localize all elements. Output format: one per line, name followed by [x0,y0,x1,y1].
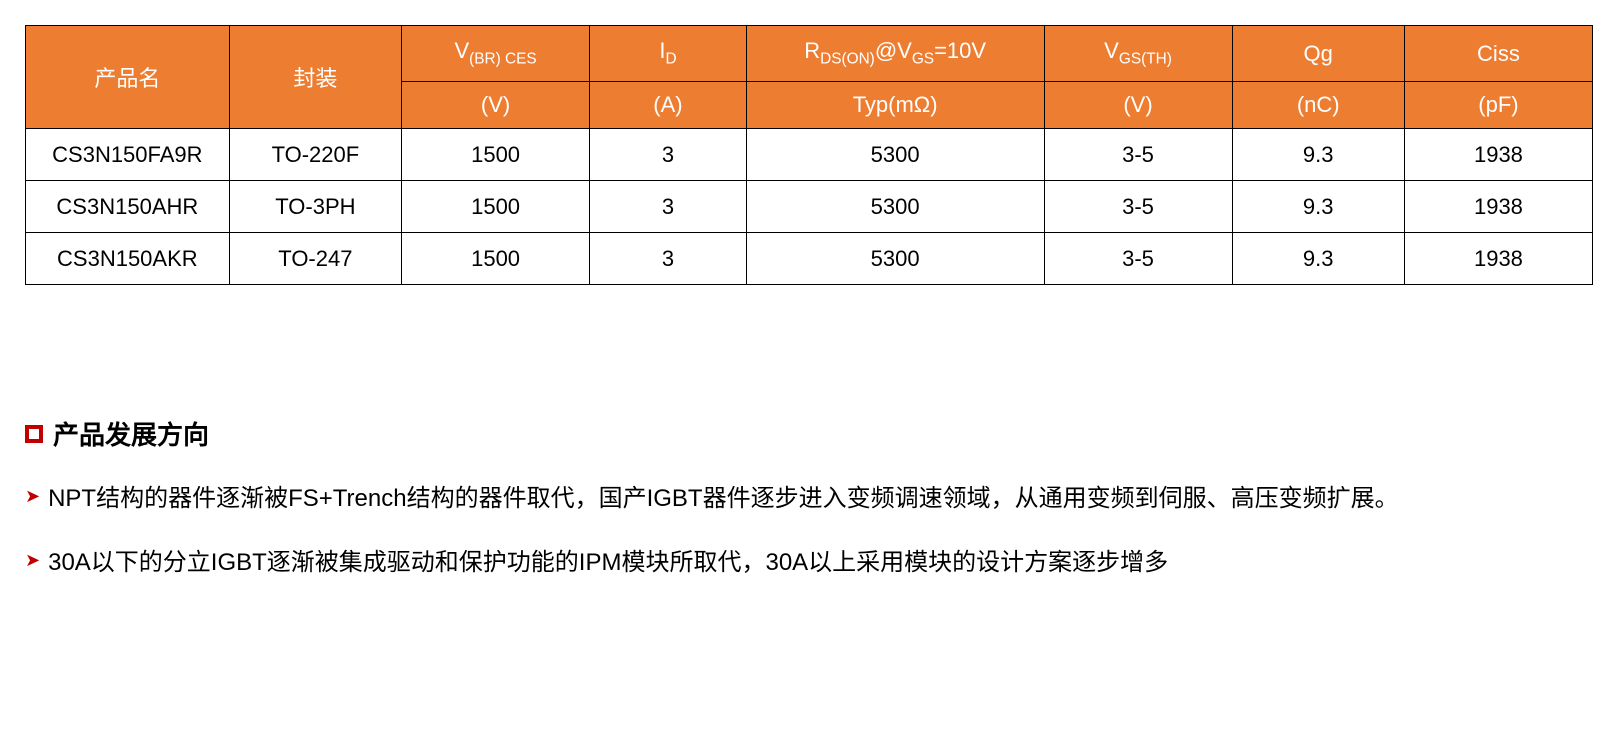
th-qg-symbol: Qg [1232,26,1404,82]
cell-id: 3 [590,181,747,233]
cell-vgs: 3-5 [1044,233,1232,285]
vbr-sub: (BR) CES [469,51,537,68]
cell-qg: 9.3 [1232,181,1404,233]
id-sub: D [665,51,676,68]
cell-ciss: 1938 [1404,181,1592,233]
bullet-item: ➤ NPT结构的器件逐渐被FS+Trench结构的器件取代，国产IGBT器件逐步… [25,480,1593,518]
cell-rds: 5300 [746,233,1044,285]
cell-ciss: 1938 [1404,129,1592,181]
vgs-sub: GS(TH) [1119,51,1172,68]
th-qg-unit: (nC) [1232,82,1404,129]
cell-rds: 5300 [746,129,1044,181]
cell-product: CS3N150AKR [26,233,230,285]
vgs-pre: V [1104,38,1119,63]
th-product: 产品名 [26,26,230,129]
th-vbr-unit: (V) [402,82,590,129]
cell-rds: 5300 [746,181,1044,233]
bullet-text: NPT结构的器件逐渐被FS+Trench结构的器件取代，国产IGBT器件逐步进入… [48,480,1399,518]
rds-sub2: GS [912,51,934,68]
th-id-unit: (A) [590,82,747,129]
spec-table: 产品名 封装 V(BR) CES ID RDS(ON)@VGS=10V VGS(… [25,25,1593,285]
table-row: CS3N150FA9R TO-220F 1500 3 5300 3-5 9.3 … [26,129,1593,181]
section-heading: 产品发展方向 [25,415,1593,452]
bullet-text: 30A以下的分立IGBT逐渐被集成驱动和保护功能的IPM模块所取代，30A以上采… [48,544,1168,582]
cell-vgs: 3-5 [1044,181,1232,233]
cell-vbr: 1500 [402,129,590,181]
cell-package: TO-220F [229,129,401,181]
th-id-symbol: ID [590,26,747,82]
cell-product: CS3N150FA9R [26,129,230,181]
th-ciss-symbol: Ciss [1404,26,1592,82]
rds-post: =10V [934,38,986,63]
rds-mid: @V [875,38,912,63]
th-vbr-symbol: V(BR) CES [402,26,590,82]
table-row: CS3N150AKR TO-247 1500 3 5300 3-5 9.3 19… [26,233,1593,285]
cell-qg: 9.3 [1232,233,1404,285]
bullet-item: ➤ 30A以下的分立IGBT逐渐被集成驱动和保护功能的IPM模块所取代，30A以… [25,544,1593,582]
th-ciss-unit: (pF) [1404,82,1592,129]
cell-id: 3 [590,129,747,181]
cell-package: TO-247 [229,233,401,285]
th-rds-unit: Typ(mΩ) [746,82,1044,129]
triangle-bullet-icon: ➤ [25,544,40,576]
cell-ciss: 1938 [1404,233,1592,285]
th-rds-symbol: RDS(ON)@VGS=10V [746,26,1044,82]
vbr-pre: V [454,38,469,63]
cell-qg: 9.3 [1232,129,1404,181]
cell-vgs: 3-5 [1044,129,1232,181]
th-vgs-unit: (V) [1044,82,1232,129]
th-package: 封装 [229,26,401,129]
cell-vbr: 1500 [402,181,590,233]
cell-package: TO-3PH [229,181,401,233]
spec-table-body: CS3N150FA9R TO-220F 1500 3 5300 3-5 9.3 … [26,129,1593,285]
section-heading-text: 产品发展方向 [53,415,209,452]
development-section: 产品发展方向 ➤ NPT结构的器件逐渐被FS+Trench结构的器件取代，国产I… [25,415,1593,583]
th-vgs-symbol: VGS(TH) [1044,26,1232,82]
table-row: CS3N150AHR TO-3PH 1500 3 5300 3-5 9.3 19… [26,181,1593,233]
cell-vbr: 1500 [402,233,590,285]
rds-sub1: DS(ON) [820,51,875,68]
square-bullet-icon [25,425,43,443]
cell-id: 3 [590,233,747,285]
rds-pre: R [804,38,820,63]
cell-product: CS3N150AHR [26,181,230,233]
triangle-bullet-icon: ➤ [25,480,40,512]
